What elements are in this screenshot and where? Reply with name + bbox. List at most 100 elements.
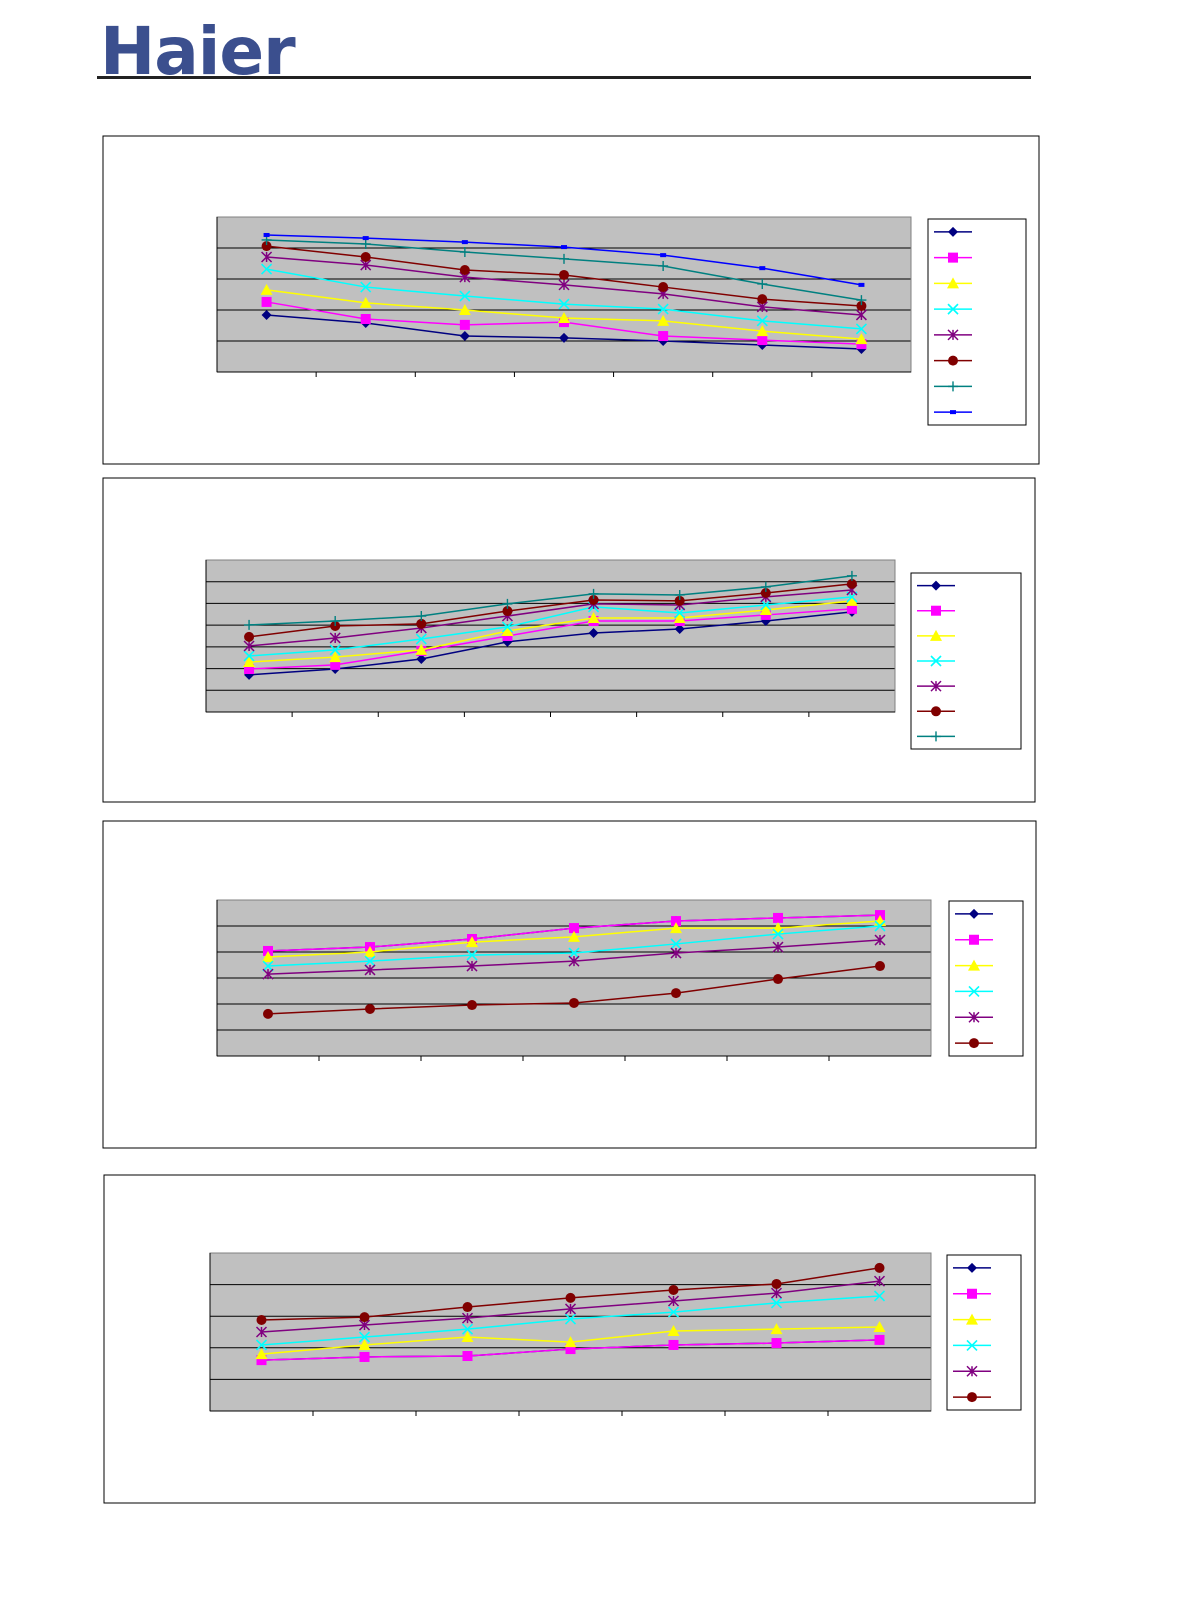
marker	[255, 1339, 268, 1351]
legend	[927, 218, 1027, 426]
marker	[657, 314, 670, 326]
marker	[415, 643, 428, 655]
marker	[673, 611, 686, 623]
marker	[668, 1339, 679, 1350]
marker	[360, 281, 372, 293]
marker	[459, 265, 470, 276]
marker	[364, 964, 376, 976]
marker	[845, 594, 858, 606]
marker	[329, 644, 341, 656]
marker	[874, 920, 886, 932]
marker	[415, 633, 427, 645]
marker	[261, 251, 273, 263]
marker	[930, 680, 942, 692]
marker	[760, 599, 772, 611]
marker	[568, 955, 580, 967]
marker	[969, 934, 979, 945]
marker	[855, 323, 867, 335]
marker	[969, 908, 979, 919]
marker	[587, 611, 600, 623]
marker	[243, 650, 255, 662]
marker	[967, 1392, 977, 1403]
marker	[756, 325, 769, 337]
marker	[360, 238, 371, 249]
marker	[260, 283, 273, 295]
marker	[261, 296, 272, 307]
marker	[674, 624, 685, 635]
marker	[948, 226, 958, 237]
marker	[947, 277, 959, 289]
marker	[846, 603, 857, 614]
marker	[501, 621, 514, 633]
marker	[244, 631, 255, 642]
marker	[674, 595, 685, 606]
series-line	[249, 608, 852, 670]
legend	[948, 900, 1024, 1057]
marker	[588, 588, 599, 599]
marker	[671, 916, 681, 927]
marker	[670, 947, 682, 959]
marker	[558, 312, 570, 324]
marker	[565, 1344, 576, 1355]
marker	[674, 589, 685, 600]
marker	[588, 594, 599, 605]
marker	[360, 251, 371, 262]
marker	[568, 930, 580, 942]
marker	[948, 381, 958, 392]
marker	[772, 941, 784, 953]
marker	[931, 580, 941, 591]
marker	[564, 1313, 577, 1325]
marker	[458, 304, 471, 315]
marker	[967, 1262, 977, 1273]
marker	[759, 266, 766, 271]
marker	[875, 961, 885, 972]
series-line	[249, 575, 853, 626]
marker	[364, 946, 376, 957]
marker	[261, 263, 273, 275]
marker	[565, 1292, 576, 1303]
marker	[569, 997, 579, 1008]
marker	[948, 252, 958, 263]
marker	[461, 1331, 474, 1343]
marker	[461, 1312, 474, 1324]
marker	[873, 1290, 886, 1302]
marker	[846, 578, 857, 589]
marker	[416, 618, 427, 629]
marker	[969, 1038, 979, 1049]
plot-area	[206, 560, 895, 712]
marker	[670, 922, 682, 934]
marker	[364, 955, 376, 967]
marker	[930, 629, 942, 641]
series-line	[249, 600, 853, 663]
marker	[569, 923, 579, 934]
marker	[262, 950, 274, 962]
marker	[967, 1288, 977, 1299]
marker	[771, 1338, 782, 1349]
marker	[931, 706, 941, 717]
marker	[759, 603, 772, 615]
marker	[256, 1314, 267, 1325]
marker	[874, 934, 886, 946]
marker	[261, 241, 272, 252]
marker	[416, 654, 427, 665]
marker	[968, 959, 980, 971]
marker	[365, 1003, 375, 1014]
marker	[855, 309, 867, 321]
marker	[667, 1325, 680, 1337]
marker	[770, 1323, 783, 1335]
marker	[502, 606, 513, 617]
marker	[658, 331, 669, 342]
marker	[459, 331, 470, 342]
marker	[359, 1312, 370, 1323]
marker	[931, 605, 941, 616]
marker	[674, 607, 686, 619]
marker	[948, 355, 958, 366]
marker	[858, 282, 865, 287]
marker	[561, 245, 567, 250]
marker	[773, 912, 783, 923]
marker	[501, 625, 514, 637]
marker	[263, 232, 270, 237]
marker	[931, 731, 941, 742]
